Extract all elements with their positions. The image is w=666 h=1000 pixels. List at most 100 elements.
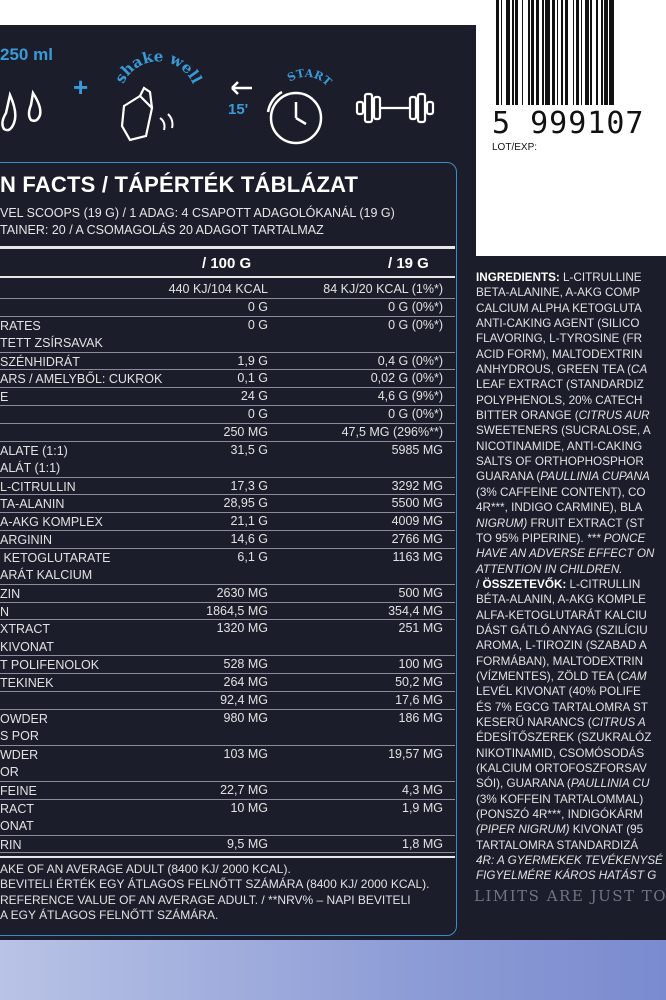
nutrient-name: T POLIFENOLOK	[0, 658, 100, 673]
value-per-serving: 0,4 G (0%*)	[377, 353, 443, 368]
ingredient-text: 4R: A GYERMEKEK TEVÉKENYSÉ	[476, 854, 663, 868]
value-per-serving: 4009 MG	[391, 514, 443, 529]
ingredient-text: (PONSZÓ 4R***, INDIGÓKÁRM	[476, 808, 643, 822]
value-per-serving: 84 KJ/20 KCAL (1%*)	[323, 282, 443, 296]
ingredient-text: ANTI-CAKING AGENT (SILICO	[476, 317, 640, 331]
ingredient-line: ALFA-KETOGLUTARÁT KALCIU	[476, 608, 666, 623]
barcode-bar	[545, 0, 551, 105]
ingredient-text: BETA-ALANINE, A-AKG COMP	[476, 286, 641, 300]
serving-info: VEL SCOOPS (19 G) / 1 ADAG: 4 CSAPOTT AD…	[0, 205, 395, 239]
ingredient-text: (3% CAFFEINE CONTENT), CO	[476, 485, 646, 499]
barcode-area: 5 999107 1 LOT/EXP:	[476, 0, 666, 256]
nutrient-name: RACT ONAT	[0, 801, 35, 834]
value-per-100g: 31,5 G	[230, 442, 268, 457]
ingredient-text: FORMÁBAN), MALTODEXTRIN	[476, 654, 644, 668]
nutrition-row: TEKINEK 264 MG 50,2 MG	[0, 673, 455, 692]
ingredient-line: ÉDESÍTŐSZEREK (SZUKRALÓZ	[476, 730, 666, 745]
ingredient-line: BETA-ALANINE, A-AKG COMP	[476, 285, 666, 300]
ingredient-line: 4R***, INDIGO CARMINE), BLA	[476, 500, 666, 515]
ingredient-line: POLYPHENOLS, 20% CATECH	[476, 393, 666, 408]
ingredient-line: NIGRUM) FRUIT EXTRACT (ST	[476, 516, 666, 531]
ingredient-line: BÉTA-ALANIN, A-AKG KOMPLE	[476, 592, 666, 607]
slogan: LIMITS ARE JUST TO	[474, 887, 666, 905]
ingredient-text: 4R***, INDIGO CARMINE), BLA	[476, 501, 643, 515]
value-per-100g: 0,1 G	[237, 371, 268, 386]
value-per-serving: 186 MG	[398, 710, 443, 725]
ingredient-line: ANTI-CAKING AGENT (SILICO	[476, 316, 666, 331]
barcode-bar	[564, 0, 568, 105]
ingredient-text: CITRUS A	[591, 715, 646, 729]
column-header-19g: / 19 G	[388, 255, 429, 272]
barcode-bar	[590, 0, 592, 105]
value-per-serving: 2766 MG	[391, 532, 443, 546]
ingredient-text: LEVÉL KIVONAT (40% POLIFE	[476, 685, 641, 699]
ingredient-line: CALCIUM ALPHA KETOGLUTA	[476, 301, 666, 316]
value-per-serving: 4,6 G (9%*)	[377, 389, 443, 404]
value-per-serving: 19,57 MG	[388, 746, 443, 761]
barcode-bar	[542, 0, 544, 105]
barcode-bar	[539, 0, 543, 105]
value-per-100g: 17,3 G	[230, 478, 268, 493]
ingredient-text: NIKOTINAMID, CSOMÓSODÁS	[476, 746, 645, 760]
ingredient-text: ÉS 7% EGCG TARTALOMRA ST	[476, 700, 648, 714]
value-per-100g: 980 MG	[223, 710, 268, 725]
ingredient-text: AROMA, L-TIROZIN (SZABAD A	[476, 639, 647, 653]
ingredient-text: SÓI), GUARANA (	[476, 777, 571, 791]
nutrient-name: RIN	[0, 837, 22, 852]
barcode-bar	[598, 0, 602, 105]
barcode-bar	[534, 0, 536, 105]
nutrient-name: A-AKG KOMPLEX	[0, 515, 103, 530]
ingredient-text: (VÍZMENTES), ZÖLD TEA (	[476, 669, 621, 683]
lot-exp-label: LOT/EXP:	[492, 142, 538, 153]
ingredient-line: (KALCIUM ORTOFOSZFORSAV	[476, 761, 666, 776]
ingredient-line: (3% CAFFEINE CONTENT), CO	[476, 485, 666, 500]
nutrient-name: E	[0, 390, 9, 405]
plus-sign: +	[73, 72, 89, 102]
ingredient-line: (PONSZÓ 4R***, INDIGÓKÁRM	[476, 807, 666, 822]
value-per-100g: 14,6 G	[230, 532, 268, 546]
value-per-100g: 21,1 G	[230, 514, 268, 529]
column-header-100g: / 100 G	[202, 255, 252, 272]
value-per-100g: 24 G	[240, 389, 268, 404]
ingredient-text: NIGRUM)	[476, 516, 528, 530]
barcode-bar	[500, 0, 503, 105]
ingredient-text: CITRUS AUR	[578, 409, 650, 423]
nutrition-row: FEINE 22,7 MG 4,3 MG	[0, 781, 455, 800]
ingredient-text: (3% KOFFEIN TARTALOMMAL)	[476, 792, 644, 806]
nutrition-row: ARS / AMELYBŐL: CUKROK 0,1 G 0,02 G (0%*)	[0, 369, 455, 389]
value-per-serving: 0,02 G (0%*)	[370, 371, 443, 386]
barcode-bar	[521, 0, 524, 105]
barcode-bar	[591, 0, 597, 105]
barcode-bar	[574, 0, 576, 105]
nutrient-name: KETOGLUTARATE ARÁT KALCIUM	[0, 550, 111, 583]
value-per-100g: 440 KJ/104 KCAL	[168, 282, 268, 296]
barcode-bar	[513, 0, 516, 105]
ingredient-text: CAM	[620, 669, 647, 683]
value-per-serving: 50,2 MG	[395, 675, 443, 690]
ingredient-text: PAULLINIA CU	[570, 777, 650, 791]
nutrition-facts-title: N FACTS / TÁPÉRTÉK TÁBLÁZAT	[0, 172, 359, 197]
barcode-bar	[575, 0, 579, 105]
ingredient-text: LEAF EXTRACT (STANDARDIZ	[476, 378, 644, 392]
water-drops-icon	[1, 89, 42, 132]
nutrient-name: L-CITRULLIN	[0, 479, 76, 494]
ingredient-line: SÓI), GUARANA (PAULLINIA CU	[476, 776, 666, 791]
ingredient-line: TO 95% PIPERINE). *** PONCE	[476, 531, 666, 546]
bottom-color-band	[0, 940, 666, 1000]
value-per-100g: 2630 MG	[216, 585, 268, 600]
ingredient-line: NICOTINAMIDE, ANTI-CAKING	[476, 439, 666, 454]
value-per-serving: 100 MG	[398, 657, 443, 672]
nutrient-name: FEINE	[0, 783, 37, 798]
value-per-serving: 1163 MG	[392, 549, 444, 564]
barcode-bar	[511, 0, 514, 105]
value-per-serving: 0 G (0%*)	[388, 299, 443, 314]
ingredient-text: NICOTINAMIDE, ANTI-CAKING	[476, 439, 643, 453]
nutrient-name: OWDER S POR	[0, 711, 48, 744]
ingredient-line: LEVÉL KIVONAT (40% POLIFE	[476, 684, 666, 699]
nutrient-name: SZÉNHIDRÁT	[0, 354, 80, 369]
ingredient-line: (PIPER NIGRUM) KIVONAT (95	[476, 822, 666, 837]
ingredient-line: ANHYDROUS, GREEN TEA (CA	[476, 362, 666, 377]
nutrition-row: SZÉNHIDRÁT 1,9 G 0,4 G (0%*)	[0, 352, 455, 371]
ingredient-line: TARTALOMRA STANDARDIZÁ	[476, 838, 666, 853]
value-per-serving: 500 MG	[398, 585, 443, 600]
